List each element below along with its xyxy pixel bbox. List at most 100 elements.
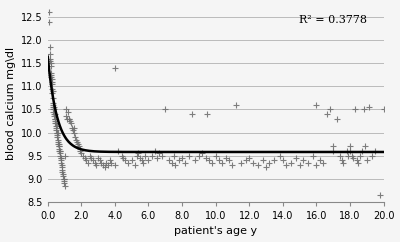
- Point: [296, 163, 303, 167]
- Point: [105, 163, 111, 167]
- Point: [63, 114, 69, 118]
- Point: [48, 77, 55, 81]
- Point: [56, 142, 62, 146]
- Point: [48, 64, 54, 68]
- Point: [90, 158, 96, 162]
- Point: [182, 161, 188, 165]
- Point: [145, 158, 152, 162]
- Point: [75, 142, 81, 146]
- Point: [49, 80, 55, 84]
- Point: [60, 174, 66, 178]
- Point: [61, 182, 68, 185]
- Point: [52, 119, 58, 123]
- Point: [154, 156, 160, 160]
- Point: [59, 168, 66, 172]
- Point: [80, 154, 86, 158]
- Point: [338, 158, 345, 162]
- Point: [165, 158, 172, 162]
- Point: [48, 75, 54, 79]
- Point: [59, 165, 65, 169]
- Point: [263, 165, 269, 169]
- Point: [55, 140, 61, 144]
- Point: [199, 151, 206, 155]
- Point: [132, 163, 138, 167]
- Point: [216, 158, 222, 162]
- Point: [50, 110, 57, 114]
- X-axis label: patient's age y: patient's age y: [174, 227, 257, 236]
- Point: [103, 161, 110, 165]
- Point: [46, 20, 52, 24]
- Point: [53, 131, 60, 135]
- Point: [102, 165, 108, 169]
- Point: [330, 149, 336, 153]
- Point: [112, 163, 118, 167]
- Point: [209, 161, 216, 165]
- Point: [192, 158, 199, 162]
- Point: [128, 158, 135, 162]
- Point: [59, 170, 66, 174]
- Point: [135, 151, 142, 155]
- Point: [57, 156, 64, 160]
- Point: [196, 154, 202, 158]
- Point: [56, 149, 62, 153]
- Point: [148, 154, 155, 158]
- Point: [219, 161, 226, 165]
- Point: [189, 112, 195, 116]
- Point: [85, 161, 91, 165]
- Point: [212, 154, 219, 158]
- Point: [350, 156, 357, 160]
- Point: [57, 149, 63, 153]
- Point: [305, 161, 311, 165]
- Point: [293, 156, 300, 160]
- Point: [48, 73, 54, 77]
- Point: [56, 147, 62, 151]
- Point: [334, 117, 340, 121]
- Point: [86, 154, 93, 158]
- Point: [58, 161, 64, 165]
- Point: [347, 149, 353, 153]
- Point: [62, 154, 68, 158]
- Point: [155, 151, 162, 155]
- Point: [95, 156, 101, 160]
- Point: [202, 156, 209, 160]
- Point: [327, 107, 333, 111]
- Point: [162, 107, 168, 111]
- Point: [46, 45, 53, 49]
- Point: [266, 161, 273, 165]
- Point: [52, 121, 58, 125]
- Point: [60, 172, 66, 176]
- Point: [246, 156, 252, 160]
- Point: [88, 156, 94, 160]
- Point: [106, 158, 113, 162]
- Point: [323, 112, 330, 116]
- Point: [204, 112, 210, 116]
- Point: [77, 149, 84, 153]
- Point: [357, 154, 363, 158]
- Point: [320, 161, 326, 165]
- Point: [93, 163, 100, 167]
- Point: [345, 154, 352, 158]
- Point: [310, 154, 316, 158]
- Point: [347, 144, 353, 148]
- Point: [64, 110, 71, 114]
- Point: [51, 107, 57, 111]
- Point: [50, 89, 56, 93]
- Point: [62, 107, 69, 111]
- Point: [52, 112, 58, 116]
- Point: [159, 154, 165, 158]
- Point: [233, 103, 239, 107]
- Point: [280, 158, 286, 162]
- Point: [58, 156, 64, 160]
- Point: [57, 149, 64, 153]
- Point: [61, 179, 67, 183]
- Point: [72, 135, 78, 139]
- Point: [58, 163, 65, 167]
- Point: [76, 147, 83, 151]
- Point: [83, 158, 90, 162]
- Point: [51, 114, 58, 118]
- Point: [54, 124, 60, 128]
- Point: [48, 61, 54, 65]
- Point: [47, 57, 53, 60]
- Point: [48, 87, 55, 91]
- Text: R² = 0.3778: R² = 0.3778: [299, 15, 367, 25]
